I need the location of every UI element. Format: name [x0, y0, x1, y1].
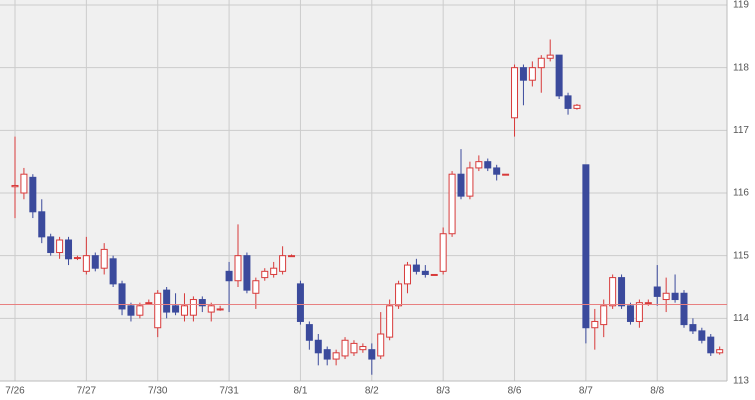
- y-tick-label: 113: [733, 376, 749, 387]
- candle-body: [305, 324, 313, 341]
- candle-body: [395, 283, 403, 307]
- candle-body: [716, 349, 724, 354]
- candle-body: [198, 299, 206, 307]
- candle-body: [359, 346, 367, 351]
- candle-body: [600, 305, 608, 326]
- candle-body: [698, 330, 706, 341]
- candle-body: [332, 352, 340, 360]
- y-tick-label: 115: [733, 250, 749, 261]
- candle-body: [109, 258, 117, 285]
- y-tick-label: 118: [733, 62, 749, 73]
- candle-body: [377, 333, 385, 357]
- candle-body: [511, 67, 519, 119]
- candle-body: [216, 308, 224, 311]
- candle-body: [163, 289, 171, 313]
- candle-body: [502, 173, 510, 176]
- x-tick-label: 8/3: [436, 386, 450, 397]
- x-tick-label: 7/26: [5, 386, 25, 397]
- candle-body: [421, 270, 429, 275]
- candle-body: [20, 173, 28, 194]
- candle-body: [270, 267, 278, 275]
- candle-body: [154, 292, 162, 329]
- candle-body: [591, 320, 599, 329]
- y-tick-label: 117: [733, 125, 749, 136]
- candle-body: [582, 164, 590, 329]
- candle-body: [82, 255, 90, 272]
- candle-body: [29, 176, 37, 213]
- candle-body: [484, 161, 492, 169]
- candle-body: [644, 302, 652, 305]
- candle-body: [689, 324, 697, 332]
- candle-body: [296, 283, 304, 322]
- candle-body: [537, 57, 545, 69]
- candle-body: [207, 305, 215, 313]
- candle-body: [626, 305, 634, 322]
- candle-body: [243, 255, 251, 291]
- candle-body: [618, 277, 626, 307]
- candle-body: [430, 273, 438, 276]
- candle-body: [100, 248, 108, 269]
- candle-body: [180, 305, 188, 316]
- candle-body: [172, 305, 180, 313]
- x-tick-label: 7/27: [77, 386, 97, 397]
- candle-body: [56, 239, 64, 254]
- candle-body: [707, 336, 715, 354]
- x-tick-label: 8/7: [579, 386, 593, 397]
- candle-body: [609, 277, 617, 307]
- candle-body: [47, 236, 55, 254]
- candle-body: [680, 292, 688, 326]
- candle-body: [573, 104, 581, 109]
- candle-body: [653, 286, 661, 297]
- candle-body: [261, 270, 269, 279]
- candle-body: [65, 239, 73, 260]
- candle-body: [279, 255, 287, 272]
- plot-area: [0, 0, 727, 381]
- candle-body: [118, 283, 126, 310]
- candle-body: [225, 270, 233, 282]
- x-tick-label: 8/1: [293, 386, 307, 397]
- candle-body: [136, 305, 144, 316]
- candle-body: [439, 233, 447, 272]
- candle-body: [662, 292, 670, 301]
- candle-body: [555, 54, 563, 97]
- candle-body: [671, 292, 679, 301]
- candle-body: [234, 255, 242, 282]
- x-tick-label: 8/2: [365, 386, 379, 397]
- candle-body: [350, 342, 358, 354]
- candle-body: [73, 257, 81, 260]
- x-tick-label: 7/30: [148, 386, 168, 397]
- candle-body: [493, 167, 501, 175]
- candle-body: [528, 67, 536, 81]
- y-tick-label: 114: [733, 313, 749, 324]
- candle-body: [457, 173, 465, 197]
- candle-body: [412, 264, 420, 272]
- candle-body: [91, 255, 99, 269]
- x-tick-label: 8/8: [650, 386, 664, 397]
- candle-body: [519, 67, 527, 81]
- x-tick-label: 7/31: [219, 386, 239, 397]
- candle-body: [127, 305, 135, 316]
- candle-body: [38, 211, 46, 238]
- candle-body: [189, 299, 197, 316]
- candle-body: [288, 255, 296, 258]
- candle-body: [635, 302, 643, 322]
- candle-body: [314, 339, 322, 354]
- x-tick-label: 8/6: [508, 386, 522, 397]
- candle-body: [252, 280, 260, 294]
- candle-body: [546, 54, 554, 59]
- y-tick-label: 116: [733, 188, 749, 199]
- candle-body: [11, 184, 19, 188]
- candle-body: [341, 339, 349, 357]
- candle-body: [368, 349, 376, 360]
- candle-body: [466, 167, 474, 197]
- candle-body: [475, 161, 483, 169]
- candle-body: [323, 349, 331, 360]
- y-tick-label: 119: [733, 0, 749, 11]
- candle-body: [145, 302, 153, 305]
- candle-body: [448, 173, 456, 235]
- candle-body: [403, 264, 411, 285]
- candle-body: [386, 305, 394, 338]
- candle-body: [564, 95, 572, 109]
